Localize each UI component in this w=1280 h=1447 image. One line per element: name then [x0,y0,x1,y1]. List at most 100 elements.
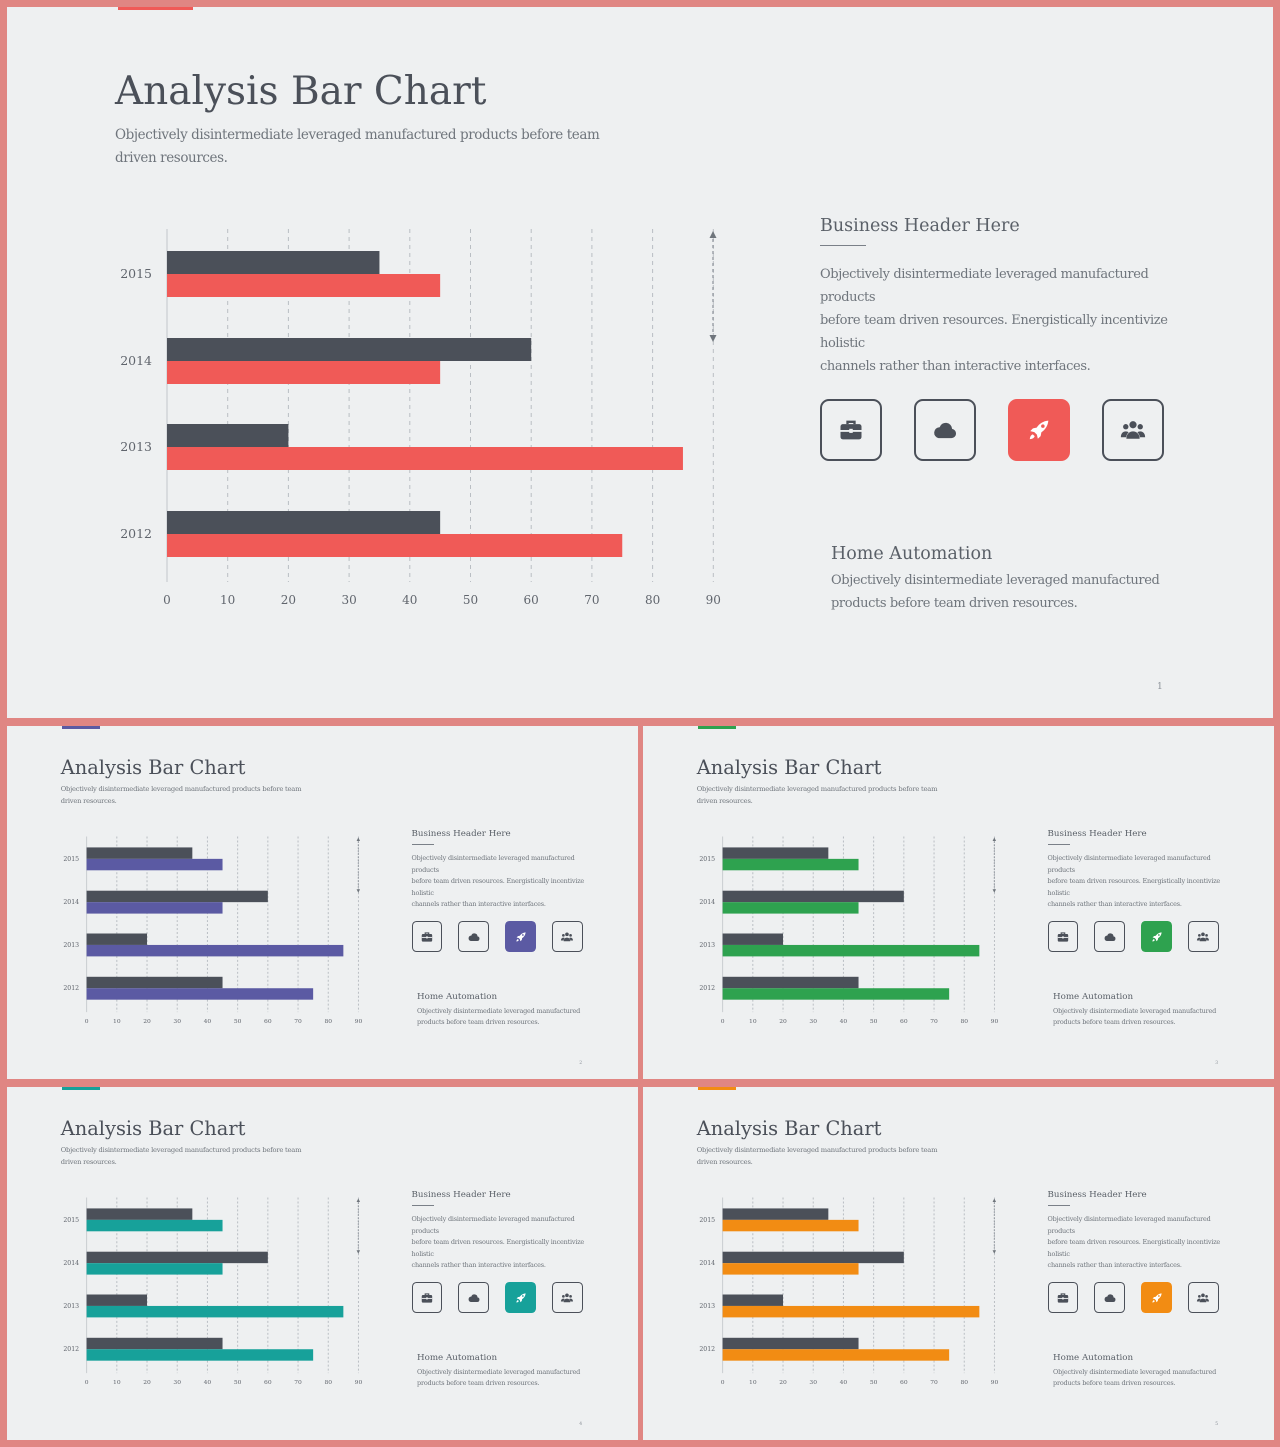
x-tick-label: 30 [173,1018,181,1025]
y-category-label: 2012 [699,985,715,992]
briefcase-button[interactable] [1047,921,1079,952]
bar-2012-series-2 [167,534,623,557]
slide-5[interactable]: Analysis Bar Chart Objectively disinterme… [643,1087,1274,1440]
business-line: before team driven resources. Energistic… [411,877,585,897]
range-down-arrow-icon [992,1250,997,1254]
bar-2014-series-1 [86,1251,268,1264]
users-button[interactable] [1102,399,1164,461]
users-button[interactable] [1187,921,1219,952]
slide-4[interactable]: Analysis Bar Chart Objectively disinterme… [7,1087,638,1440]
business-header: Business Header Here [820,216,1020,236]
business-paragraph: Objectively disintermediate leveraged ma… [412,1214,596,1271]
x-tick-label: 70 [930,1018,938,1025]
x-tick-label: 70 [294,1379,302,1386]
briefcase-button[interactable] [411,1282,443,1313]
cloud-button[interactable] [914,399,976,461]
users-icon [1197,1293,1210,1302]
x-tick-label: 10 [113,1018,121,1025]
rocket-button[interactable] [505,921,536,952]
rocket-button[interactable] [1141,921,1172,952]
rocket-button[interactable] [1008,399,1070,461]
business-line: Objectively disintermediate leveraged ma… [1047,854,1211,874]
x-tick-label: 0 [721,1018,725,1025]
bar-2015-series-2 [722,858,859,871]
page-title: Analysis Bar Chart [60,755,246,779]
y-category-label: 2015 [63,856,79,863]
slide-3[interactable]: Analysis Bar Chart Objectively disinterme… [643,726,1274,1079]
home-line: products before team driven resources. [1053,1379,1176,1388]
x-tick-label: 50 [234,1379,242,1386]
x-tick-label: 0 [163,593,171,607]
x-tick-label: 70 [930,1379,938,1386]
slide-2[interactable]: Analysis Bar Chart Objectively disinterme… [7,726,638,1079]
x-tick-label: 40 [402,593,417,607]
cloud-icon [934,422,957,439]
cloud-button[interactable] [1094,921,1126,952]
users-icon [1120,421,1146,439]
cloud-button[interactable] [458,1282,490,1313]
home-automation-paragraph: Objectively disintermediate leveraged ma… [1053,1006,1216,1029]
y-category-label: 2015 [699,856,715,863]
x-tick-label: 10 [113,1379,121,1386]
home-line: Objectively disintermediate leveraged ma… [1053,1006,1217,1015]
bar-2013-series-1 [86,933,148,945]
x-tick-label: 20 [779,1379,787,1386]
home-line: Objectively disintermediate leveraged ma… [417,1006,581,1015]
briefcase-button[interactable] [820,399,882,461]
bar-2014-series-2 [722,1263,859,1275]
briefcase-icon [421,931,433,942]
bar-2012-series-2 [86,1349,314,1361]
briefcase-button[interactable] [1047,1282,1079,1313]
business-line: before team driven resources. Energistic… [1047,1238,1221,1258]
y-category-label: 2013 [63,1303,79,1310]
rocket-icon [515,1292,526,1303]
range-down-arrow-icon [356,889,361,893]
bar-chart: 0 10 20 30 40 50 60 70 80 90 2015 2014 2013 2012 [699,836,998,1025]
x-tick-label: 20 [281,593,296,607]
bar-2013-series-2 [167,447,683,470]
rocket-button[interactable] [1141,1282,1172,1313]
x-tick-label: 30 [341,593,356,607]
users-button[interactable] [1187,1282,1219,1313]
users-icon [1197,932,1210,941]
subtitle-line: Objectively disintermediate leveraged ma… [696,785,938,794]
subtitle-line: driven resources. [696,1157,753,1166]
users-button[interactable] [551,921,583,952]
y-category-label: 2012 [63,985,79,992]
rocket-button[interactable] [505,1282,536,1313]
business-header-underline [411,1205,435,1207]
page-title: Analysis Bar Chart [696,1116,882,1140]
page-subtitle: Objectively disintermediate leveraged ma… [697,784,938,807]
home-automation-paragraph: Objectively disintermediate leveraged ma… [831,569,1160,615]
x-tick-label: 70 [294,1018,302,1025]
x-tick-label: 0 [85,1379,89,1386]
x-tick-label: 60 [900,1379,908,1386]
y-category-label: 2013 [63,942,79,949]
bar-2012-series-1 [86,976,223,989]
bar-2013-series-1 [86,1294,148,1306]
rocket-icon [515,931,526,942]
slide-1[interactable]: Analysis Bar Chart Objectively disinterme… [7,7,1273,718]
home-automation-header: Home Automation [831,544,993,564]
business-line: Objectively disintermediate leveraged ma… [411,1215,575,1235]
cloud-button[interactable] [1094,1282,1126,1313]
slide-accent-bar [62,1087,100,1090]
cloud-button[interactable] [458,921,490,952]
users-button[interactable] [551,1282,583,1313]
x-tick-label: 40 [204,1379,212,1386]
x-tick-label: 80 [324,1018,332,1025]
page-subtitle: Objectively disintermediate leveraged ma… [115,124,600,170]
page-title: Analysis Bar Chart [115,69,487,114]
x-tick-label: 20 [779,1018,787,1025]
briefcase-icon [840,420,862,440]
range-down-arrow-icon [709,335,717,342]
bar-2015-series-1 [722,847,829,859]
x-tick-label: 40 [840,1379,848,1386]
x-tick-label: 60 [900,1018,908,1025]
x-tick-label: 50 [870,1018,878,1025]
briefcase-button[interactable] [411,921,443,952]
home-line: products before team driven resources. [417,1379,540,1388]
page-number: 3 [1215,1061,1219,1067]
range-down-arrow-icon [356,1250,361,1254]
business-paragraph: Objectively disintermediate leveraged ma… [1048,1214,1232,1271]
